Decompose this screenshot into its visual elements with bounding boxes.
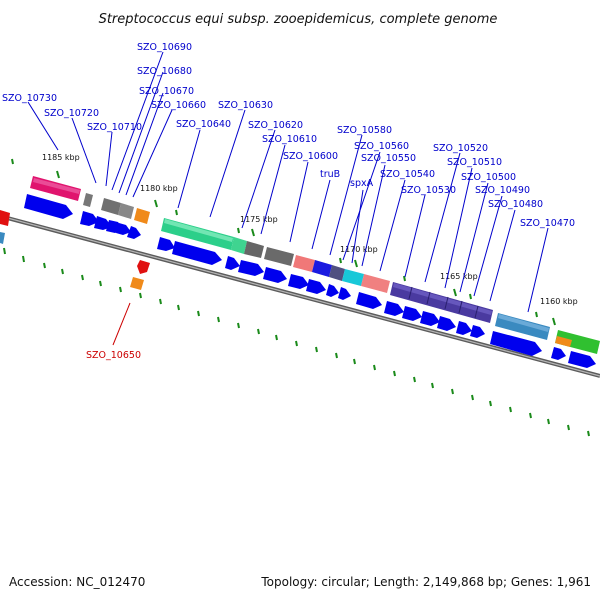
scale-ticks [56,170,556,326]
gene-label-SZO_10520[interactable]: SZO_10520 [433,143,488,154]
gene-block-gray-5[interactable] [264,247,294,266]
gene-block-green-small[interactable] [231,237,247,254]
gene-arrow-red[interactable] [137,260,150,274]
inner-tick-ring [3,247,590,437]
gene-block-orange[interactable] [134,208,150,224]
gene-arrow[interactable] [80,211,99,226]
gene-arrow[interactable] [127,226,141,239]
gene-arrow[interactable] [470,325,485,338]
gene-arrow[interactable] [306,279,326,294]
gene-arrow[interactable] [338,287,351,300]
gene-block-green-edge[interactable] [555,330,600,354]
gene-block-gray-4[interactable] [244,241,264,258]
gene-block-salmon-2[interactable] [361,274,390,293]
gene-arrow[interactable] [238,260,264,276]
gene-arrow[interactable] [551,347,566,360]
gene-label-SZO_10730[interactable]: SZO_10730 [2,93,57,104]
gene-label-SZO_10630[interactable]: SZO_10630 [218,100,273,111]
gene-label-SZO_10580[interactable]: SZO_10580 [337,125,392,136]
gene-label-SZO_10500[interactable]: SZO_10500 [461,172,516,183]
gene-label-SZO_10710[interactable]: SZO_10710 [87,122,142,133]
gene-label-SZO_10610[interactable]: SZO_10610 [262,134,317,145]
gene-label-SZO_10600[interactable]: SZO_10600 [283,151,338,162]
gene-block-gray-2[interactable] [101,198,121,215]
accession-text: Accession: NC_012470 [9,575,145,589]
gene-label-truB[interactable]: truB [320,169,340,180]
gene-label-SZO_10510[interactable]: SZO_10510 [447,157,502,168]
gene-label-SZO_10660[interactable]: SZO_10660 [151,100,206,111]
genome-backbone [0,214,600,378]
gene-labels: SZO_10730 SZO_10720 SZO_10710 SZO_10690 … [2,42,575,361]
gene-block-orange-2[interactable] [130,277,144,290]
gene-block-blue-1[interactable] [312,260,332,277]
inner-arrows[interactable] [24,194,596,368]
gene-label-SZO_10670[interactable]: SZO_10670 [139,86,194,97]
gene-arrow[interactable] [24,194,73,219]
gene-label-SZO_10680[interactable]: SZO_10680 [137,66,192,77]
gene-block-slate[interactable] [329,265,345,281]
scale-label-1170: 1170 kbp [340,245,378,254]
gene-block-gray-3[interactable] [118,203,134,219]
map-title: Streptococcus equi subsp. zooepidemicus,… [99,12,498,27]
gene-label-SZO_10530[interactable]: SZO_10530 [401,185,456,196]
gene-label-SZO_10620[interactable]: SZO_10620 [248,120,303,131]
gene-block-red-edge[interactable] [0,210,10,226]
scale-label-1160: 1160 kbp [540,297,578,306]
gene-label-SZO_10550[interactable]: SZO_10550 [361,153,416,164]
gene-arrow[interactable] [288,274,309,289]
gene-arrow[interactable] [157,237,175,251]
gene-label-SZO_10490[interactable]: SZO_10490 [475,185,530,196]
gene-arrow[interactable] [437,316,456,331]
gene-block-salmon[interactable] [293,255,315,272]
scale-label-1175: 1175 kbp [240,215,278,224]
gene-arrow[interactable] [568,351,596,368]
gene-arrow[interactable] [116,223,131,235]
scale-label-1180: 1180 kbp [140,184,178,193]
scale-label-1165: 1165 kbp [440,272,478,281]
gene-label-SZO_10720[interactable]: SZO_10720 [44,108,99,119]
gene-label-SZO_10640[interactable]: SZO_10640 [176,119,231,130]
gene-arrow[interactable] [172,241,222,265]
gene-block-gray-1[interactable] [83,193,93,207]
gene-label-SZO_10540[interactable]: SZO_10540 [380,169,435,180]
gene-label-SZO_10470[interactable]: SZO_10470 [520,218,575,229]
gene-arrow[interactable] [420,311,440,326]
gene-arrow[interactable] [456,321,472,335]
gene-label-SZO_10650[interactable]: SZO_10650 [86,350,141,361]
gene-label-SZO_10560[interactable]: SZO_10560 [354,141,409,152]
gene-arrow[interactable] [384,301,404,316]
scale-label-1185: 1185 kbp [42,153,80,162]
gene-arrow[interactable] [326,284,339,297]
gene-arrow[interactable] [356,292,382,309]
gene-label-SZO_10690[interactable]: SZO_10690 [137,42,192,53]
gene-label-SZO_10480[interactable]: SZO_10480 [488,199,543,210]
gene-arrow[interactable] [263,267,287,283]
gene-arrow[interactable] [225,256,240,270]
gene-block-steel-edge[interactable] [0,232,5,244]
outer-features[interactable] [30,176,600,354]
outer-tick-ring [11,158,538,318]
gene-block-cyan[interactable] [342,269,364,286]
gene-label-spxA[interactable]: spxA [350,178,374,189]
leader-lines [27,51,549,346]
gene-arrow[interactable] [402,306,422,321]
genome-summary-text: Topology: circular; Length: 2,149,868 bp… [260,575,591,589]
gene-arrow[interactable] [490,331,542,356]
